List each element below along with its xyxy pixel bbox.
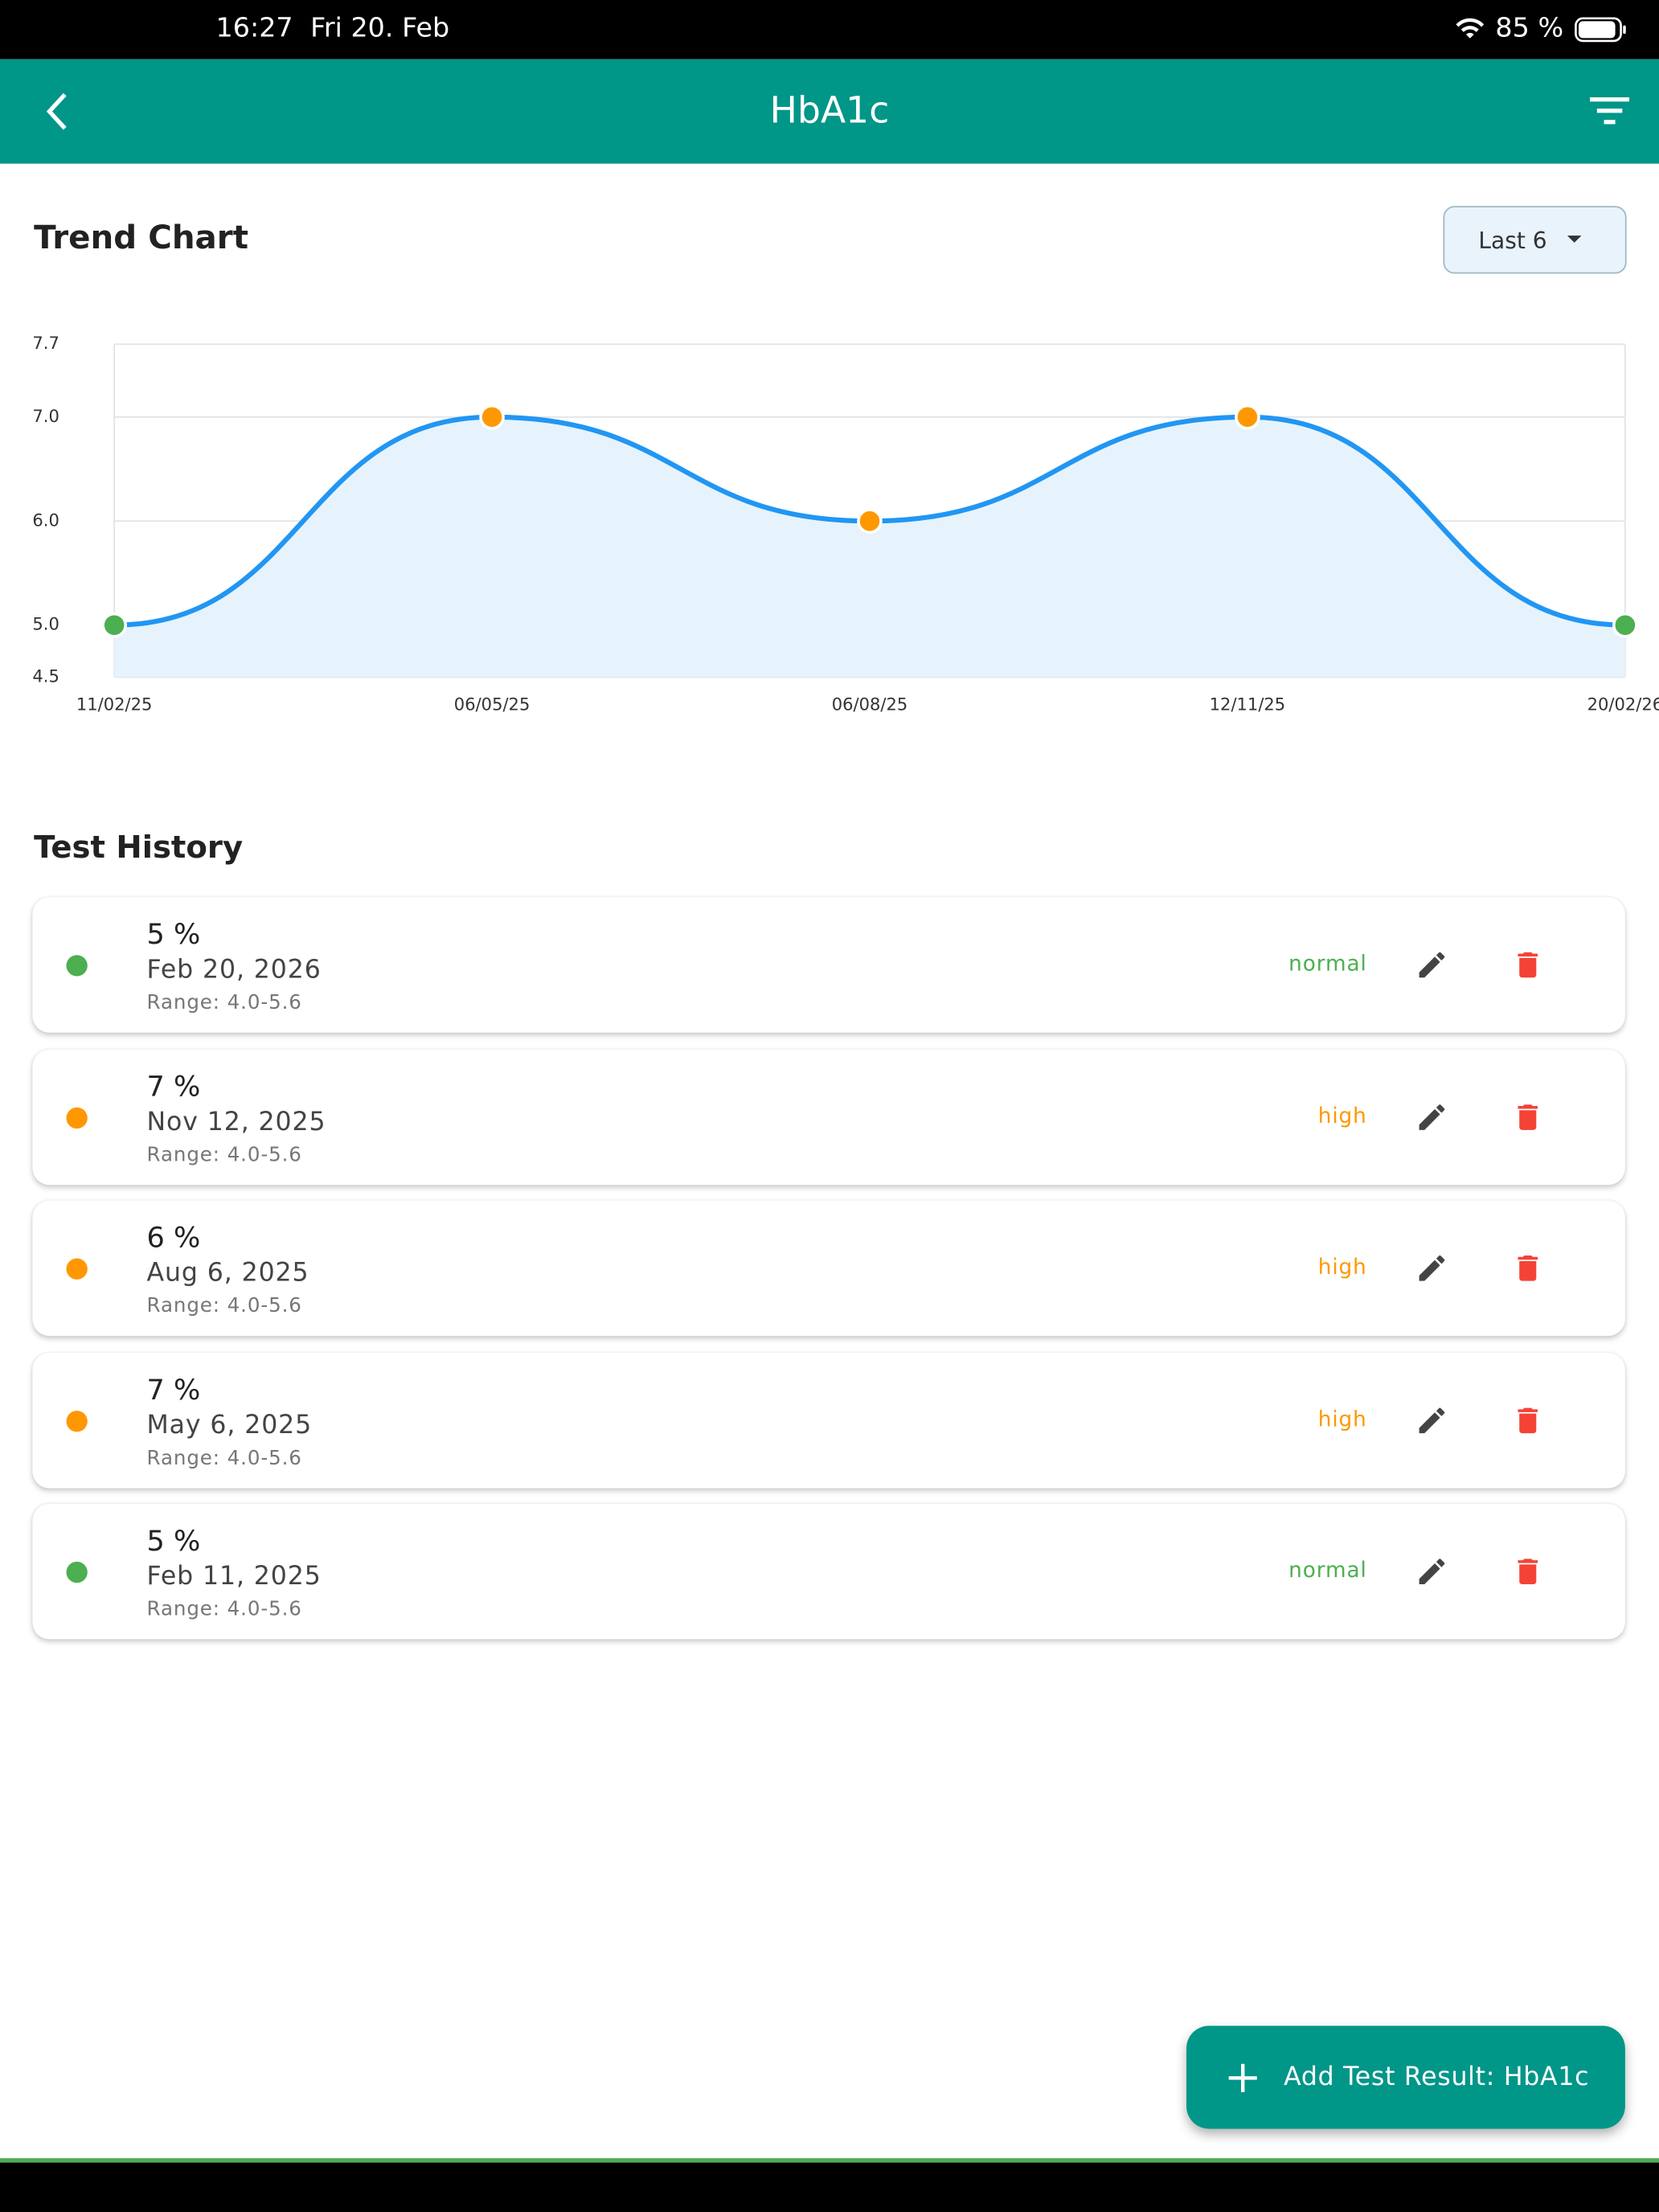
history-card: 7 % Nov 12, 2025 Range: 4.0-5.6 high <box>32 1048 1625 1185</box>
y-tick-label: 5.0 <box>32 614 59 634</box>
status-bar: 16:27 Fri 20. Feb 85 % <box>0 0 1659 59</box>
history-card: 6 % Aug 6, 2025 Range: 4.0-5.6 high <box>32 1200 1625 1337</box>
x-tick-label: 06/05/25 <box>454 694 530 715</box>
result-status: normal <box>1288 950 1367 977</box>
result-date: Nov 12, 2025 <box>146 1106 326 1137</box>
result-status: high <box>1317 1254 1367 1280</box>
status-dot <box>66 1106 88 1129</box>
result-value: 6 % <box>146 1220 201 1255</box>
battery-level: 85 % <box>1495 12 1564 44</box>
result-status: normal <box>1288 1557 1367 1583</box>
range-dropdown[interactable]: Last 6 <box>1443 206 1627 274</box>
edit-button[interactable] <box>1415 948 1448 981</box>
wifi-icon <box>1456 18 1485 39</box>
status-dot <box>66 955 88 977</box>
result-range: Range: 4.0-5.6 <box>146 1446 302 1469</box>
data-point <box>1235 404 1260 430</box>
delete-button[interactable] <box>1511 1100 1545 1133</box>
result-date: Aug 6, 2025 <box>146 1258 309 1288</box>
data-point <box>479 404 505 430</box>
status-dot <box>66 1258 88 1280</box>
add-result-button[interactable]: Add Test Result: HbA1c <box>1186 2026 1625 2129</box>
delete-button[interactable] <box>1511 1555 1545 1588</box>
history-card: 5 % Feb 20, 2026 Range: 4.0-5.6 normal <box>32 897 1625 1033</box>
edit-button[interactable] <box>1415 1100 1448 1133</box>
result-range: Range: 4.0-5.6 <box>146 991 302 1014</box>
dropdown-label: Last 6 <box>1478 227 1547 254</box>
delete-button[interactable] <box>1511 948 1545 981</box>
result-range: Range: 4.0-5.6 <box>146 1295 302 1318</box>
date: Fri 20. Feb <box>310 12 450 44</box>
status-dot <box>66 1410 88 1432</box>
app-bar: HbA1c <box>0 59 1659 164</box>
back-button[interactable] <box>37 90 80 133</box>
plus-icon <box>1228 2063 1257 2092</box>
add-result-label: Add Test Result: HbA1c <box>1284 2062 1590 2092</box>
result-status: high <box>1317 1405 1367 1432</box>
delete-button[interactable] <box>1511 1403 1545 1436</box>
delete-button[interactable] <box>1511 1251 1545 1285</box>
section-title: Test History <box>34 830 244 866</box>
y-tick-label: 6.0 <box>32 510 59 530</box>
edit-button[interactable] <box>1415 1555 1448 1588</box>
status-dot <box>66 1561 88 1583</box>
x-tick-label: 06/08/25 <box>832 694 908 715</box>
app-title: HbA1c <box>769 90 890 133</box>
data-point <box>857 508 883 535</box>
y-tick-label: 7.0 <box>32 406 59 426</box>
history-card: 5 % Feb 11, 2025 Range: 4.0-5.6 normal <box>32 1503 1625 1640</box>
filter-button[interactable] <box>1590 96 1630 127</box>
edit-button[interactable] <box>1415 1251 1448 1285</box>
section-title: Trend Chart <box>34 219 249 257</box>
battery-icon <box>1575 17 1626 43</box>
nav-bar <box>0 2158 1659 2212</box>
result-value: 7 % <box>146 1068 201 1103</box>
x-tick-label: 11/02/25 <box>76 694 153 715</box>
result-date: Feb 11, 2025 <box>146 1561 322 1591</box>
history-card: 7 % May 6, 2025 Range: 4.0-5.6 high <box>32 1352 1625 1488</box>
data-point <box>1612 612 1638 638</box>
x-tick-label: 20/02/26 <box>1587 694 1659 715</box>
result-value: 5 % <box>146 916 201 951</box>
y-tick-label: 4.5 <box>32 666 59 686</box>
time: 16:27 <box>215 12 293 44</box>
data-point <box>101 612 127 638</box>
result-date: May 6, 2025 <box>146 1410 313 1440</box>
result-value: 5 % <box>146 1523 201 1558</box>
trend-chart: 4.5 5.0 6.0 7.0 7.7 11/02/25 06/05/25 06/08/25 1… <box>32 333 1659 715</box>
y-tick-label: 7.7 <box>32 333 59 353</box>
edit-button[interactable] <box>1415 1403 1448 1436</box>
result-value: 7 % <box>146 1371 201 1406</box>
dropdown-arrow <box>1567 236 1582 243</box>
result-range: Range: 4.0-5.6 <box>146 1598 302 1621</box>
area <box>114 416 1625 678</box>
result-range: Range: 4.0-5.6 <box>146 1143 302 1166</box>
result-date: Feb 20, 2026 <box>146 955 322 985</box>
result-status: high <box>1317 1102 1367 1129</box>
x-tick-label: 12/11/25 <box>1210 694 1286 715</box>
